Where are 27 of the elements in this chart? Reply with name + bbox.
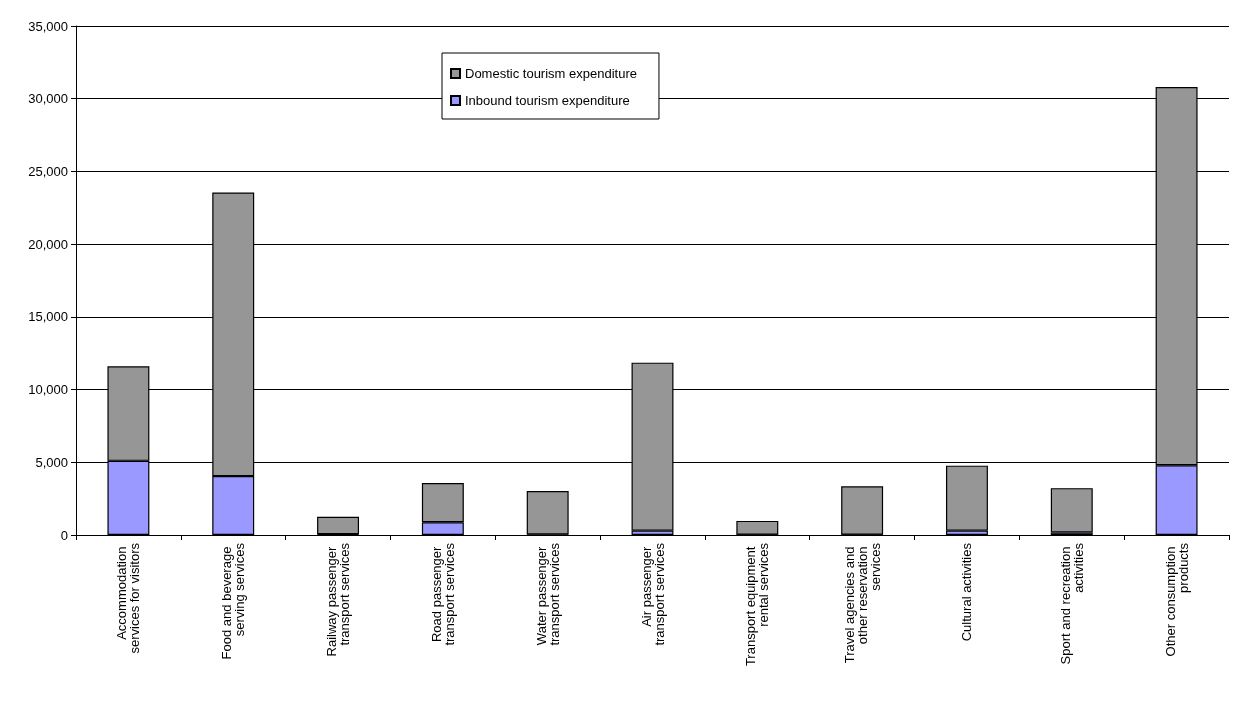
bar [945,465,988,531]
y-tick-label: 30,000 [28,91,68,107]
bar [1050,488,1093,533]
x-tick-label: Accommodation services for visitors [114,542,143,654]
x-tick-label: Water passenger transport services [533,542,562,646]
y-tick-label: 5,000 [35,454,68,470]
bar [736,520,779,535]
y-tick-label: 10,000 [28,382,68,398]
x-tick-label: Food and beverage serving services [219,542,248,660]
bar [526,491,569,535]
x-tick-label: Transport equipment rental services [743,542,772,667]
x-tick-label: Air passenger transport services [638,542,667,646]
legend-label: Inbound tourism expenditure [465,93,630,108]
y-tick-label: 15,000 [28,309,68,325]
x-tick-label: Sport and recreation activities [1057,542,1086,665]
x-tick-label: Road passenger transport services [428,542,457,646]
x-tick-label: Cultural activities [959,542,975,642]
x-tick-label: Railway passenger transport services [324,542,353,657]
y-tick-label: 20,000 [28,236,68,252]
y-tick-label: 35,000 [28,18,68,34]
x-tick-label: Other consumption products [1162,542,1191,657]
bar [841,486,884,535]
y-tick-label: 0 [60,527,68,543]
y-tick-label: 25,000 [28,163,68,179]
bar [317,516,360,535]
legend-label: Domestic tourism expenditure [465,66,637,81]
x-tick-label: Travel agencies and other reservation services [841,542,883,664]
